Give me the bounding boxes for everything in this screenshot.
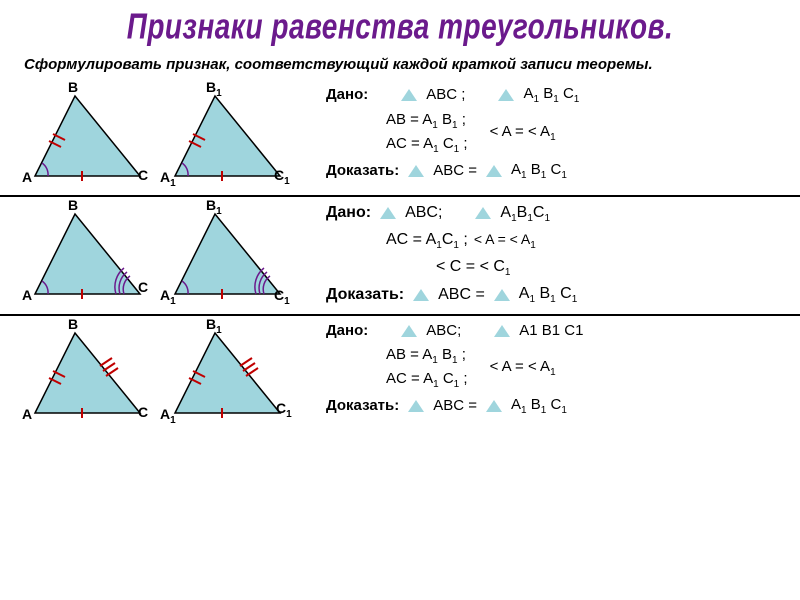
triangle-A1B1C1-1: A1 B1 C1 — [160, 81, 290, 191]
cond-side-1: AB = A1 B1 ; AC = A1 C1 ; — [386, 109, 468, 157]
theorem-section-2: A B C A1 B1 C1 Дано: ABC; A1 — [0, 197, 800, 316]
vertex-C: C — [138, 404, 148, 420]
given-a1b1c1: A1B1C1 — [500, 201, 550, 226]
triangle-ABC-2: A B C — [20, 199, 150, 309]
theorem-text-3: Дано: ABC; A1 B1 C1 AB = A1 B1 ; AC = A1… — [320, 318, 788, 421]
triangle-pair-3: A B C A1 B1 C1 — [20, 318, 320, 428]
prove-label: Доказать: — [326, 283, 404, 307]
vertex-B1: B1 — [206, 197, 222, 217]
cond-side: AC = A1C1 ; — [386, 228, 468, 253]
prove-abc: ABC = — [433, 160, 477, 183]
cond-angle-A: < A = < A1 — [474, 229, 536, 253]
given-a1b1c1: A1 B1 C1 — [523, 83, 579, 107]
prove-label: Доказать: — [326, 395, 399, 418]
given-a1b1c1-plain: A1 B1 C1 — [519, 320, 583, 343]
prove-a1b1c1: A1 B1 C1 — [511, 394, 567, 418]
triangle-ABC-1: A B C — [20, 81, 150, 191]
cond-angle-C: < C = < C1 — [436, 255, 510, 280]
vertex-B: B — [68, 197, 78, 213]
triangle-A1B1C1-2: A1 B1 C1 — [160, 199, 290, 309]
prove-a1b1c1: A1 B1 C1 — [511, 159, 567, 183]
given-label: Дано: — [326, 320, 368, 343]
triangle-icon — [486, 400, 502, 412]
vertex-B1: B1 — [206, 316, 222, 336]
vertex-A: A — [22, 406, 32, 422]
triangle-A1B1C1-3: A1 B1 C1 — [160, 318, 290, 428]
vertex-C: C — [138, 167, 148, 183]
given-abc: ABC; — [405, 201, 442, 225]
given-label: Дано: — [326, 201, 371, 225]
vertex-C1: C1 — [276, 400, 292, 420]
triangle-icon — [498, 89, 514, 101]
vertex-A1: A1 — [160, 287, 176, 307]
theorem-section-3: A B C A1 B1 C1 Дано: ABC; — [0, 316, 800, 432]
given-label: Дано: — [326, 84, 368, 107]
prove-a1b1c1: A1 B1 C1 — [519, 282, 577, 307]
triangle-pair-2: A B C A1 B1 C1 — [20, 199, 320, 309]
cond-angle-1: < A = < A1 — [490, 121, 556, 145]
vertex-B: B — [68, 316, 78, 332]
triangle-icon — [486, 165, 502, 177]
triangle-icon — [408, 400, 424, 412]
vertex-A1: A1 — [160, 169, 176, 189]
triangle-icon — [413, 289, 429, 301]
page-title: Признаки равенства треугольников. — [0, 0, 800, 53]
prove-abc: ABC = — [433, 395, 477, 418]
triangle-icon — [494, 289, 510, 301]
vertex-C1: C1 — [274, 167, 290, 187]
prove-abc: ABC = — [438, 283, 485, 307]
prove-label: Доказать: — [326, 160, 399, 183]
triangle-icon — [401, 325, 417, 337]
triangle-ABC-3: A B C — [20, 318, 150, 428]
given-abc: ABC ; — [426, 84, 465, 107]
vertex-B1: B1 — [206, 79, 222, 99]
theorem-text-2: Дано: ABC; A1B1C1 AC = A1C1 ; < A = < A1… — [320, 199, 788, 310]
cond-side-3: AB = A1 B1 ; AC = A1 C1 ; — [386, 344, 468, 392]
vertex-C1: C1 — [274, 287, 290, 307]
triangle-icon — [475, 207, 491, 219]
triangle-icon — [494, 325, 510, 337]
triangle-icon — [380, 207, 396, 219]
theorem-section-1: A B C A1 B1 C1 Дано: ABC ; A1 — [0, 79, 800, 197]
vertex-A1: A1 — [160, 406, 176, 426]
triangle-icon — [408, 165, 424, 177]
vertex-A: A — [22, 287, 32, 303]
triangle-pair-1: A B C A1 B1 C1 — [20, 81, 320, 191]
theorem-text-1: Дано: ABC ; A1 B1 C1 AB = A1 B1 ; AC = A… — [320, 81, 788, 185]
vertex-B: B — [68, 79, 78, 95]
vertex-A: A — [22, 169, 32, 185]
cond-angle-3: < A = < A1 — [490, 356, 556, 380]
triangle-icon — [401, 89, 417, 101]
given-abc: ABC; — [426, 320, 461, 343]
vertex-C: C — [138, 279, 148, 295]
